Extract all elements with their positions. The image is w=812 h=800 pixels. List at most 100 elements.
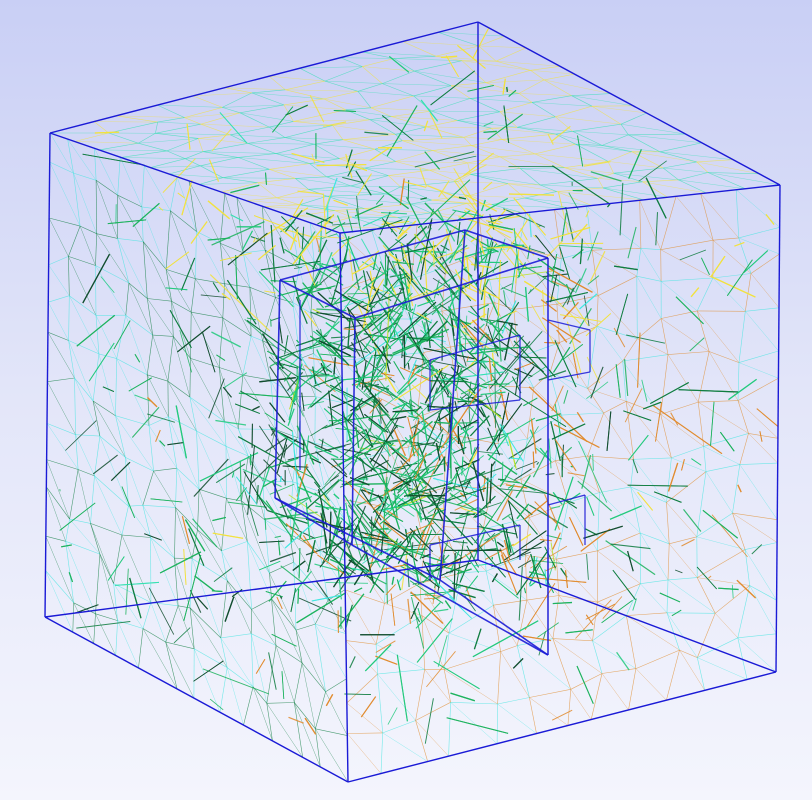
mesh-edge-667 (555, 460, 569, 503)
mesh-edge-846 (748, 433, 778, 439)
mesh-edge-290 (236, 197, 266, 251)
mesh-edge-539 (415, 720, 449, 757)
mesh-edge-793 (700, 193, 714, 241)
mesh-edge-3879 (417, 468, 430, 482)
mesh-edge-200 (168, 416, 200, 490)
mesh-edge-276 (221, 541, 248, 552)
mesh-edge-203 (176, 468, 198, 530)
mesh-edge-1747 (364, 541, 381, 568)
mesh-edge-3118 (518, 366, 535, 387)
mesh-edge-3771 (415, 320, 438, 347)
mesh-edge-862 (737, 637, 748, 680)
mesh-edge-654 (556, 295, 599, 305)
mesh-edge-934 (351, 216, 385, 229)
mesh-edge-2930 (580, 528, 611, 552)
mesh-edge-1804 (414, 426, 440, 444)
mesh-edge-3791 (478, 238, 485, 255)
mesh-edge-3560 (102, 386, 115, 393)
mesh-edge-744 (640, 532, 670, 545)
mesh-edge-1671 (449, 450, 478, 498)
mesh-edge-1160 (382, 83, 452, 86)
mesh-edge-3222 (411, 469, 424, 489)
mesh-edge-1168 (457, 120, 492, 129)
mesh-edge-3085 (357, 404, 365, 419)
mesh-edge-424 (314, 624, 326, 692)
mesh-edge-1153 (340, 57, 363, 67)
mesh-edge-1538 (363, 548, 384, 578)
mesh-edge-3531 (420, 99, 439, 122)
mesh-edge-808 (697, 402, 704, 447)
mesh-edge-2932 (435, 373, 447, 394)
mesh-edge-3677 (361, 267, 391, 290)
mesh-edge-1760 (211, 331, 241, 348)
mesh-edge-348 (269, 561, 294, 574)
mesh-edge-1068 (429, 162, 468, 171)
mesh-edge-830 (736, 189, 780, 228)
mesh-edge-3055 (201, 331, 216, 373)
mesh-edge-1630 (689, 337, 705, 352)
mesh-edge-1236 (518, 79, 545, 94)
mesh-edge-1284 (628, 133, 686, 136)
mesh-edge-1684 (317, 460, 353, 494)
mesh-edge-1012 (222, 107, 241, 114)
mesh-edge-2909 (576, 665, 594, 704)
mesh-edge-147 (141, 206, 171, 211)
mesh-edge-3008 (304, 717, 317, 735)
mesh-edge-3596 (628, 434, 649, 461)
mesh-edge-3849 (355, 426, 360, 448)
mesh-edge-694 (587, 326, 598, 389)
mesh-edge-365 (298, 267, 312, 314)
mesh-edge-354 (275, 645, 303, 664)
mesh-edge-1179 (564, 161, 609, 168)
mesh-edge-523 (413, 496, 426, 549)
mesh-edge-663 (561, 412, 604, 416)
mesh-edge-427 (315, 691, 326, 729)
mesh-edge-1365 (215, 419, 247, 426)
mesh-edge-92 (92, 400, 126, 458)
mesh-edge-122 (125, 315, 148, 375)
mesh-edge-492 (384, 583, 421, 604)
mesh-edge-3586 (314, 481, 330, 501)
mesh-edge-1771 (208, 378, 225, 419)
mesh-edge-210 (178, 605, 191, 609)
mesh-edge-1361 (589, 250, 606, 282)
mesh-edge-989 (275, 153, 340, 159)
mesh-edge-976 (184, 117, 202, 125)
mesh-edge-3101 (255, 493, 288, 528)
mesh-edge-429 (315, 728, 348, 736)
mesh-edge-3649 (398, 301, 437, 337)
mesh-edge-3709 (260, 260, 320, 271)
mesh-edge-715 (592, 640, 603, 674)
mesh-edge-1226 (402, 41, 479, 47)
mesh-edge-1670 (507, 538, 515, 556)
mesh-edge-1129 (391, 116, 427, 128)
mesh-edge-3440 (403, 245, 438, 254)
mesh-edge-1225 (402, 41, 436, 57)
mesh-edge-3851 (429, 260, 439, 268)
mesh-edge-1234 (485, 82, 520, 94)
mesh-edge-1809 (209, 698, 224, 711)
mesh-edge-3891 (329, 384, 375, 408)
mesh-edge-3053 (482, 383, 510, 386)
mesh-edge-469 (371, 229, 386, 275)
mesh-edge-647 (529, 697, 569, 726)
mesh-edge-621 (517, 342, 560, 358)
mesh-edge-3887 (426, 320, 449, 342)
mesh-edge-3931 (775, 184, 781, 673)
mesh-edge-3402 (503, 325, 519, 338)
mesh-edge-1639 (508, 438, 542, 460)
mesh-edge-3321 (246, 317, 257, 321)
mesh-edge-3209 (270, 224, 276, 283)
mesh-edge-1087 (323, 98, 346, 111)
mesh-edge-3544 (231, 472, 235, 478)
mesh-edge-310 (241, 500, 248, 542)
mesh-edge-3538 (422, 529, 425, 537)
mesh-edge-3540 (508, 457, 522, 460)
mesh-edge-3916 (547, 319, 591, 331)
mesh-edge-3868 (524, 287, 530, 322)
mesh-edge-142 (115, 620, 118, 656)
mesh-edge-3736 (472, 620, 539, 658)
mesh-edge-3462 (394, 302, 432, 324)
